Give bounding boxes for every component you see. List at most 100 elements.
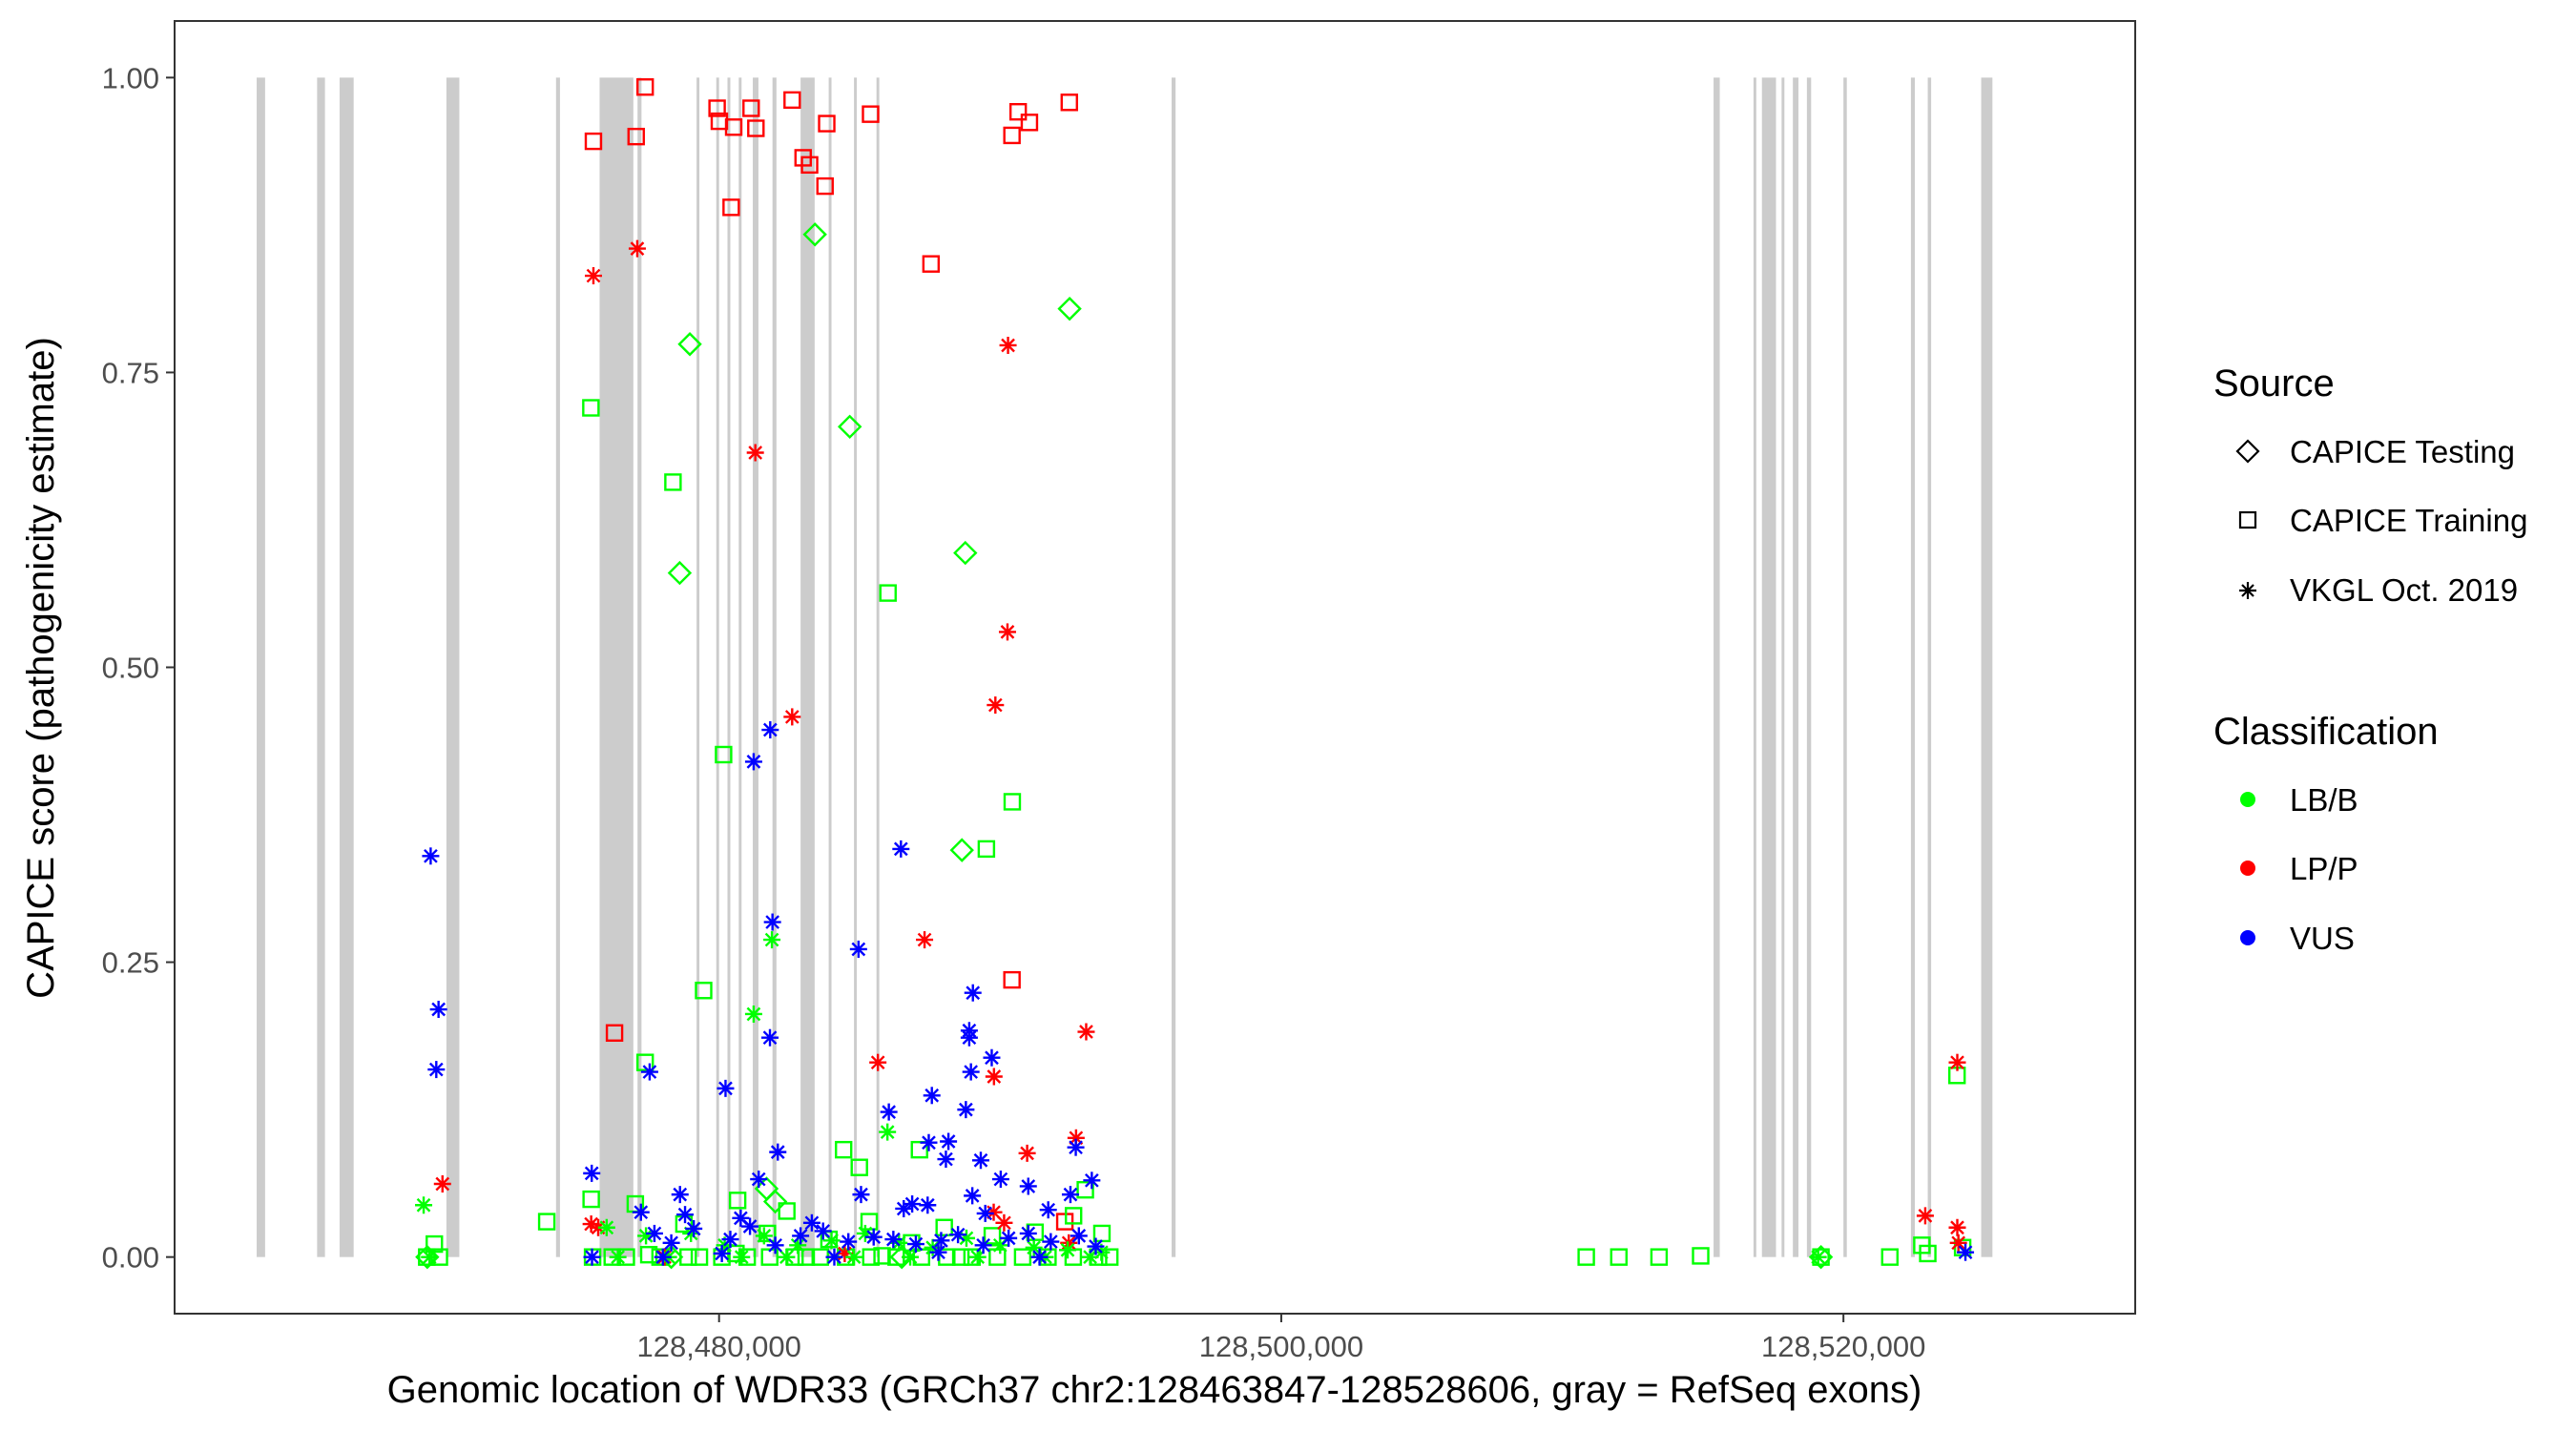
point-star (645, 1224, 663, 1242)
point-star (822, 1232, 841, 1250)
point-star (995, 1213, 1013, 1232)
y-tick-label: 0.50 (102, 652, 159, 685)
point-diamond (1057, 296, 1082, 321)
point-square (636, 1053, 654, 1071)
exon-band (637, 77, 642, 1257)
legend-item-vkgl: VKGL Oct. 2019 (2290, 572, 2518, 608)
exon-band (339, 77, 354, 1257)
exon-band (555, 77, 560, 1257)
point-square (1003, 793, 1022, 811)
point-star (1059, 1241, 1077, 1259)
point-square (724, 118, 743, 136)
point-star (949, 1226, 967, 1244)
point-star (916, 931, 934, 949)
exon-band (599, 77, 634, 1257)
point-star (1948, 1053, 1966, 1071)
point-square (639, 1245, 658, 1264)
exon-band (1781, 77, 1785, 1257)
point-star (929, 1243, 947, 1261)
exon-band (738, 77, 742, 1257)
point-star (960, 1028, 978, 1047)
point-diamond (953, 540, 978, 566)
exon-band (317, 77, 325, 1257)
point-star (884, 1231, 903, 1249)
y-axis-title: CAPICE score (pathogenicity estimate) (20, 337, 62, 999)
point-diamond (889, 1244, 914, 1270)
exon-band (772, 77, 777, 1257)
point-star (802, 1213, 821, 1232)
point-star (845, 1248, 863, 1266)
point-star (761, 1028, 779, 1047)
point-star (429, 1001, 447, 1019)
exon-band (716, 77, 719, 1257)
point-star (763, 913, 781, 931)
legend-item-lbb: LB/B (2290, 782, 2358, 818)
legend-item-vus: VUS (2290, 921, 2355, 956)
legend-item-lpp: LP/P (2290, 851, 2358, 886)
point-square (537, 1213, 556, 1231)
point-star (849, 940, 867, 958)
point-square (758, 1224, 777, 1243)
exon-band (800, 77, 815, 1257)
point-star (741, 1217, 759, 1235)
exon-band (876, 77, 880, 1257)
point-star (987, 696, 1005, 715)
point-square (873, 1247, 891, 1265)
point-star (750, 1171, 768, 1189)
point-star (1042, 1233, 1060, 1251)
point-star (1083, 1172, 1101, 1190)
point-star (999, 336, 1017, 354)
point-square (922, 255, 941, 273)
x-tick-label: 128,520,000 (1761, 1330, 1925, 1363)
exon-bands (257, 77, 1993, 1257)
point-square (835, 1140, 853, 1159)
point-star (744, 753, 762, 771)
exon-band (1843, 77, 1847, 1257)
data-points (415, 78, 1975, 1270)
point-square (582, 1190, 600, 1209)
point-star (676, 1206, 695, 1224)
point-star (597, 1218, 615, 1236)
exon-band (446, 77, 460, 1257)
point-square (800, 156, 819, 175)
point-square (850, 1158, 868, 1176)
point-square (862, 105, 880, 123)
point-square (783, 91, 801, 110)
point-diamond (949, 838, 974, 862)
point-star (792, 1227, 810, 1245)
point-star (761, 721, 779, 739)
point-star (721, 1231, 739, 1249)
point-square (715, 745, 733, 764)
point-star (583, 1248, 601, 1266)
point-star (744, 1005, 762, 1023)
point-square (690, 1248, 709, 1266)
point-star (746, 444, 764, 462)
point-star (864, 1228, 883, 1246)
point-star (733, 1248, 751, 1266)
point-star (902, 1248, 920, 1266)
point-star (923, 1087, 941, 1105)
y-tick-label: 0.75 (102, 356, 159, 389)
point-star (1948, 1218, 1966, 1236)
x-tick-label: 128,500,000 (1199, 1330, 1363, 1363)
exon-band (1981, 77, 1993, 1257)
point-square (747, 119, 765, 137)
exon-band (1753, 77, 1756, 1257)
exon-band (1927, 77, 1932, 1257)
point-diamond (667, 560, 693, 586)
exon-band (696, 77, 700, 1257)
point-square (1065, 1207, 1083, 1225)
point-star (783, 708, 801, 726)
point-star (1025, 1238, 1043, 1256)
exon-band (727, 77, 731, 1257)
point-star (1070, 1227, 1088, 1245)
exon-band (1761, 77, 1776, 1257)
point-star (932, 1232, 950, 1250)
x-axis-title: Genomic location of WDR33 (GRCh37 chr2:1… (387, 1369, 1922, 1411)
point-star (957, 1101, 975, 1119)
point-square (1003, 126, 1021, 145)
point-star (1039, 1201, 1057, 1219)
point-square (879, 584, 897, 602)
